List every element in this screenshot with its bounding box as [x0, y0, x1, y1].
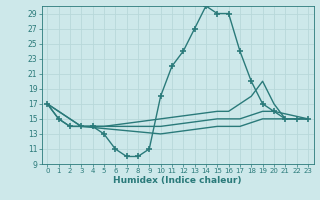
X-axis label: Humidex (Indice chaleur): Humidex (Indice chaleur): [113, 176, 242, 185]
